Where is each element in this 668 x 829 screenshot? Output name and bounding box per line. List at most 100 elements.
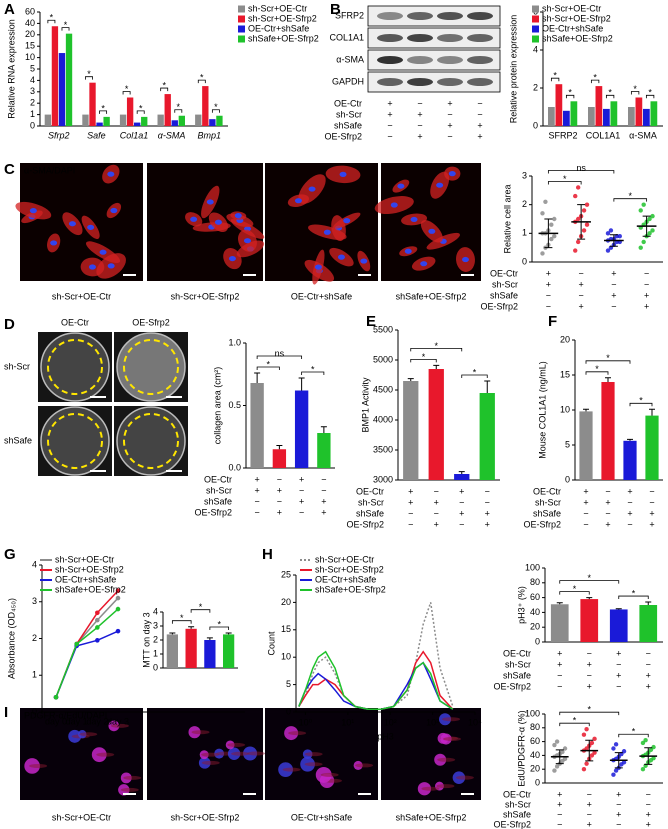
data-point [638,208,643,213]
condition-sign: + [616,789,621,799]
data-point [581,208,587,213]
bracket-label: * [648,88,652,98]
bracket-label: * [473,367,477,377]
bracket-label: ns [275,348,285,358]
data-point [621,760,627,765]
condition-sign: + [254,485,259,495]
y-tick-label: 20 [281,597,291,607]
condition-sign: + [627,508,632,518]
condition-sign: + [627,486,632,496]
y-tick-label: 1 [153,648,158,658]
condition-sign: + [649,519,654,529]
legend-swatch [532,5,539,13]
process [355,763,374,768]
condition-sign: − [546,301,551,311]
y-tick-label: 2 [30,98,35,108]
condition-sign: + [644,290,649,300]
y-tick-label: 3000 [373,474,393,484]
process [120,787,139,792]
column-label: OE-Ctr [61,317,89,327]
condition-sign: + [477,120,482,130]
condition-sign: + [646,819,651,829]
condition-sign: − [387,131,392,141]
bracket-label: * [214,102,218,112]
condition-sign: + [299,496,304,506]
caption: shSafe+OE-Sfrp2 [396,812,467,822]
process [437,757,456,762]
nucleus [243,238,251,244]
nucleus [110,207,118,214]
data-point [584,726,589,732]
bar [96,122,103,126]
legend-label: OE-Ctr+shSafe [542,23,603,33]
band-label: SFRP2 [335,10,364,20]
error-bar [556,602,563,605]
panel-letter: E [366,313,376,330]
panel-letter: F [548,313,557,330]
bar [650,101,658,126]
data-point [540,251,545,256]
nucleus [420,261,428,267]
bracket-label: * [434,341,438,351]
dish-outline [123,413,179,469]
bracket [559,711,620,716]
nucleus [234,213,242,219]
condition-sign: + [587,799,592,809]
x-tick-label: day 1 [66,716,88,726]
y-axis-label: Relative cell area [502,184,512,253]
nucleus [190,216,198,222]
y-tick-label: 0 [30,120,35,130]
y-axis-label: EdU/PDGFR-α (%) [516,710,526,786]
bracket [590,79,600,84]
y-tick-label: 4 [533,44,538,54]
condition-sign: − [587,670,592,680]
bracket [301,371,325,375]
condition-sign: − [616,681,621,691]
y-tick-label: 0 [535,636,540,646]
data-point [573,193,578,199]
data-point [584,746,589,751]
bracket [209,626,230,630]
nucleus [410,216,418,223]
band [407,12,433,20]
data-point [575,239,581,245]
data-point [584,202,590,207]
nucleus [337,254,345,260]
x-tick-label: Safe [87,130,106,140]
legend-swatch [238,5,245,13]
condition-sign: + [387,98,392,108]
bar [550,604,569,642]
condition-sign: − [605,508,610,518]
bracket [613,198,648,202]
bracket-label: * [199,602,203,612]
data-point [647,231,652,236]
y-tick-label: 4 [30,75,35,85]
bracket [160,87,169,92]
process [110,723,129,728]
condition-label: OE-Ctr [503,789,531,799]
x-tick-label: Sfrp2 [48,130,70,140]
data-point [611,772,616,777]
band [467,78,493,86]
y-tick-label: 2 [153,634,158,644]
condition-sign: − [583,508,588,518]
dish [116,406,186,476]
band [377,56,403,64]
y-tick-label: 2 [32,633,37,643]
data-point [638,245,643,250]
data-point [581,732,587,737]
condition-label: sh-Scr [206,485,232,495]
bracket [629,402,653,407]
y-tick-label: 3 [522,170,527,180]
condition-sign: + [485,508,490,518]
y-axis-label: MTT on day 3 [141,612,151,667]
process [288,731,307,736]
bracket-label: * [587,573,591,583]
legend-label: sh-Scr+OE-Ctr [248,3,307,13]
nucleus [397,183,405,189]
x-tick-label: Col1a1 [120,130,149,140]
bracket-label: * [177,102,181,112]
condition-sign: − [477,109,482,119]
condition-label: shSafe [503,670,531,680]
